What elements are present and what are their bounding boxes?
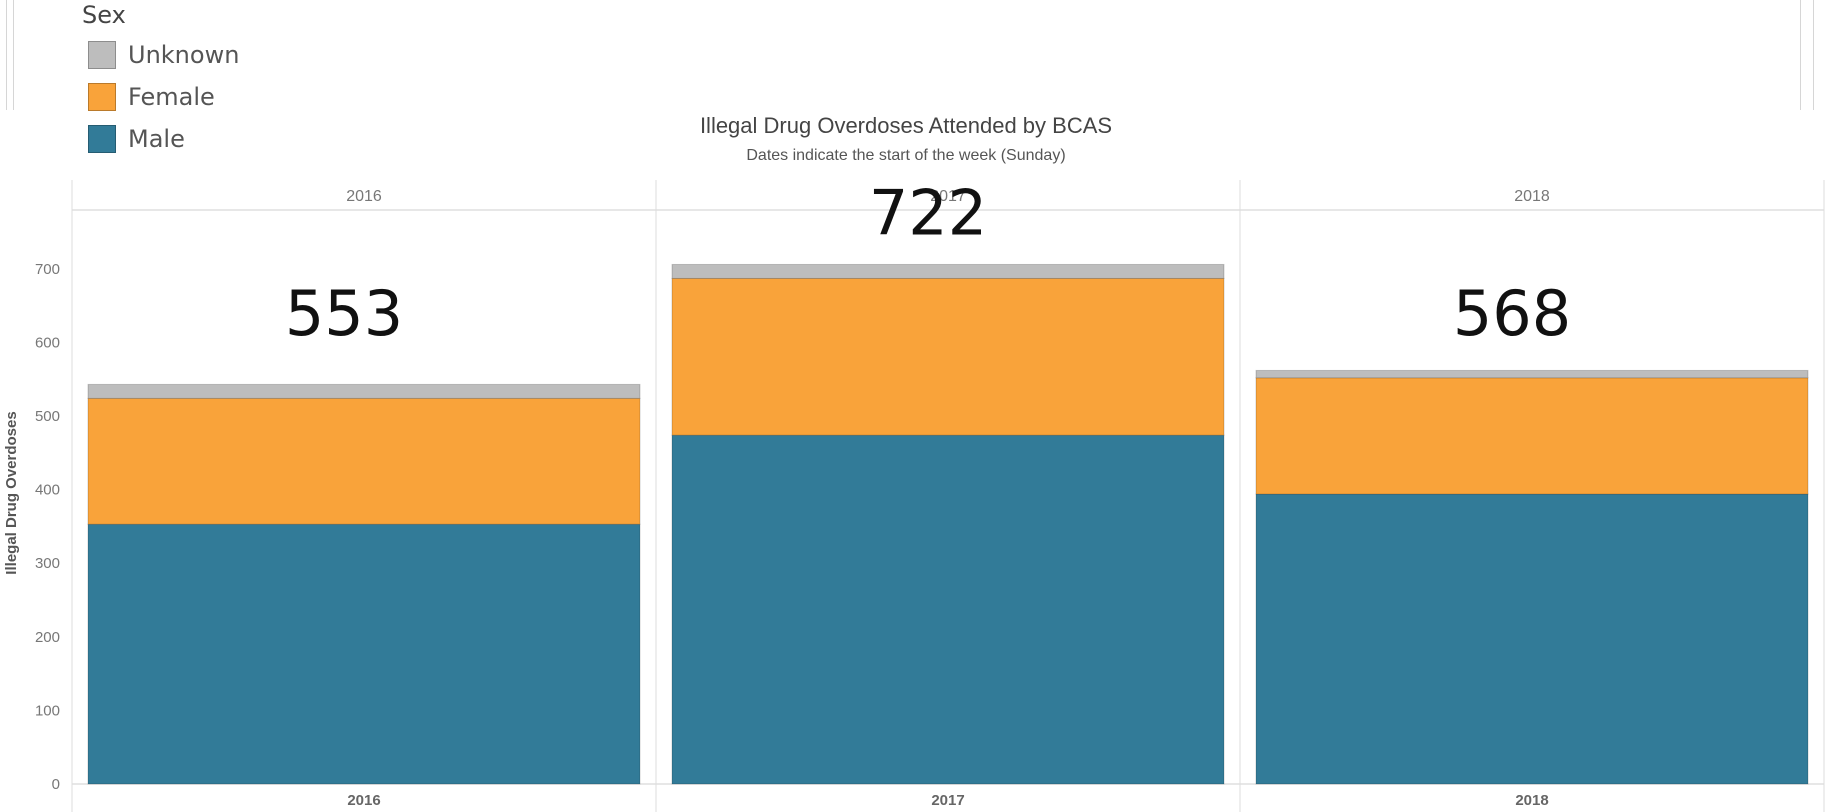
y-tick-label: 0 xyxy=(52,776,60,793)
column-header-2017: 2017 xyxy=(930,188,966,205)
bar-female-2016[interactable] xyxy=(87,397,641,525)
legend-item-male[interactable]: Male xyxy=(88,123,185,155)
legend-label-unknown: Unknown xyxy=(128,41,240,69)
x-tick-label-2018: 2018 xyxy=(1515,792,1548,809)
y-tick-label: 200 xyxy=(35,629,60,646)
column-header-2018: 2018 xyxy=(1514,188,1550,205)
bar-female-2018[interactable] xyxy=(1255,377,1809,495)
legend-label-female: Female xyxy=(128,83,215,111)
legend: Sex Unknown Female Male xyxy=(0,0,1825,153)
total-labels: 553 722 568 xyxy=(285,176,1571,350)
y-axis: 0 100 200 300 400 500 600 700 xyxy=(35,261,60,793)
y-tick-label: 500 xyxy=(35,408,60,425)
bar-male-2016[interactable] xyxy=(87,523,641,785)
legend-swatch-male xyxy=(88,125,116,153)
y-axis-label: Illegal Drug Overdoses xyxy=(3,411,20,574)
y-tick-label: 700 xyxy=(35,261,60,278)
bar-male-2018[interactable] xyxy=(1255,493,1809,785)
bar-male-2017[interactable] xyxy=(671,434,1225,785)
total-label-2017: 722 xyxy=(869,176,987,249)
bar-unknown-2017[interactable] xyxy=(671,263,1225,279)
legend-item-unknown[interactable]: Unknown xyxy=(88,39,239,71)
chart-title: Illegal Drug Overdoses Attended by BCAS xyxy=(700,113,1112,138)
column-headers: 2016 2017 2018 xyxy=(346,188,1550,205)
bar-unknown-2018[interactable] xyxy=(1255,369,1809,379)
x-tick-label-2016: 2016 xyxy=(347,792,380,809)
column-footers: 2016 2017 2018 xyxy=(347,792,1548,809)
y-tick-label: 300 xyxy=(35,555,60,572)
total-label-2016: 553 xyxy=(285,277,403,350)
chart-subtitle: Dates indicate the start of the week (Su… xyxy=(746,147,1065,164)
bar-female-2017[interactable] xyxy=(671,277,1225,436)
legend-item-female[interactable]: Female xyxy=(88,81,215,113)
legend-swatch-unknown xyxy=(88,41,116,69)
x-tick-label-2017: 2017 xyxy=(931,792,964,809)
y-tick-label: 600 xyxy=(35,334,60,351)
legend-label-male: Male xyxy=(128,125,185,153)
column-header-2016: 2016 xyxy=(346,188,382,205)
bars[interactable] xyxy=(87,263,1809,785)
bar-unknown-2016[interactable] xyxy=(87,383,641,399)
legend-frame-right xyxy=(1800,0,1814,110)
total-label-2018: 568 xyxy=(1453,277,1571,350)
legend-frame-left xyxy=(6,0,14,110)
legend-swatch-female xyxy=(88,83,116,111)
y-tick-label: 100 xyxy=(35,702,60,719)
legend-title: Sex xyxy=(82,1,126,29)
y-tick-label: 400 xyxy=(35,482,60,499)
